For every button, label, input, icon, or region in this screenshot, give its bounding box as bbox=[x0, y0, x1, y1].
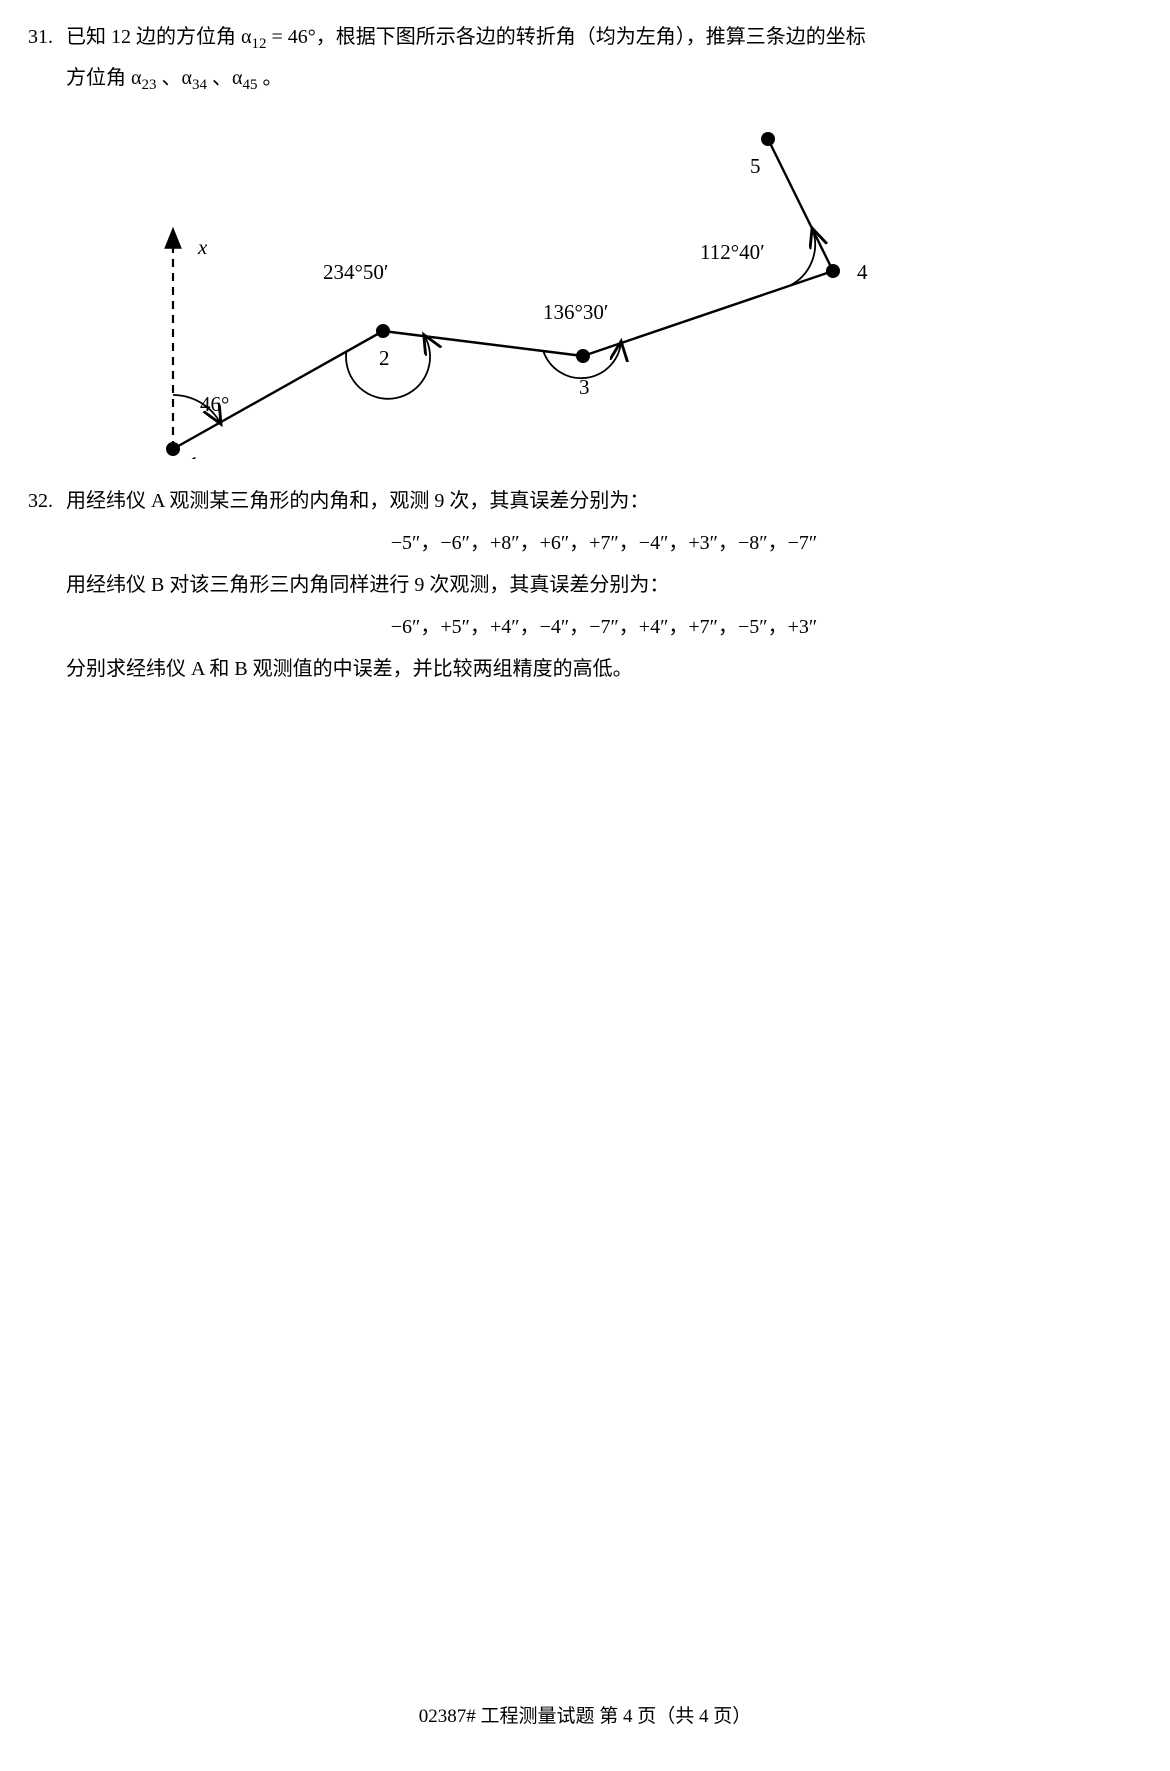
q32-errors-a: −5″，−6″，+8″，+6″，+7″，−4″，+3″，−8″，−7″ bbox=[66, 524, 1142, 562]
q31-l2-b: 、α bbox=[156, 67, 191, 89]
question-32: 32. 用经纬仪 A 观测某三角形的内角和，观测 9 次，其真误差分别为： −5… bbox=[28, 482, 1142, 688]
q32-body: 用经纬仪 A 观测某三角形的内角和，观测 9 次，其真误差分别为： −5″，−6… bbox=[66, 482, 1142, 688]
svg-text:2: 2 bbox=[379, 346, 390, 370]
q31-l2-c: 、α bbox=[207, 67, 242, 89]
question-31: 31. 已知 12 边的方位角 α12 = 46°，根据下图所示各边的转折角（均… bbox=[28, 18, 1142, 99]
svg-text:1: 1 bbox=[189, 452, 200, 459]
svg-text:46°: 46° bbox=[200, 392, 229, 416]
q31-l2-s3: 45 bbox=[242, 77, 257, 93]
svg-text:234°50′: 234°50′ bbox=[323, 260, 389, 284]
svg-text:5: 5 bbox=[750, 154, 761, 178]
page-footer: 02387# 工程测量试题 第 4 页（共 4 页） bbox=[0, 1699, 1170, 1735]
q31-body: 已知 12 边的方位角 α12 = 46°，根据下图所示各边的转折角（均为左角）… bbox=[66, 18, 1142, 99]
q31-l2-d: 。 bbox=[257, 67, 282, 89]
q31-l1-a: 已知 12 边的方位角 α bbox=[66, 26, 251, 48]
q32-number: 32. bbox=[28, 482, 66, 688]
diagram-container: 1 2 3 4 5 x 46° 234°50′ 136°30′ 112°40′ bbox=[108, 109, 1142, 472]
svg-text:4: 4 bbox=[857, 260, 868, 284]
q31-l1-b: = 46°，根据下图所示各边的转折角（均为左角），推算三条边的坐标 bbox=[266, 26, 865, 48]
q31-line1: 已知 12 边的方位角 α12 = 46°，根据下图所示各边的转折角（均为左角）… bbox=[66, 18, 1142, 59]
q31-l1-sub: 12 bbox=[251, 36, 266, 52]
q31-l2-s2: 34 bbox=[192, 77, 207, 93]
q32-line1: 用经纬仪 A 观测某三角形的内角和，观测 9 次，其真误差分别为： bbox=[66, 482, 1142, 520]
svg-text:x: x bbox=[197, 235, 208, 259]
q31-l2-a: 方位角 α bbox=[66, 67, 141, 89]
svg-text:136°30′: 136°30′ bbox=[543, 300, 609, 324]
q31-number: 31. bbox=[28, 18, 66, 99]
svg-text:112°40′: 112°40′ bbox=[700, 240, 765, 264]
q32-line2: 用经纬仪 B 对该三角形三内角同样进行 9 次观测，其真误差分别为： bbox=[66, 566, 1142, 604]
q31-line2: 方位角 α23 、α34 、α45 。 bbox=[66, 59, 1142, 100]
traverse-diagram: 1 2 3 4 5 x 46° 234°50′ 136°30′ 112°40′ bbox=[108, 109, 968, 459]
q31-l2-s1: 23 bbox=[141, 77, 156, 93]
svg-text:3: 3 bbox=[579, 375, 590, 399]
q32-errors-b: −6″，+5″，+4″，−4″，−7″，+4″，+7″，−5″，+3″ bbox=[66, 608, 1142, 646]
q32-line3: 分别求经纬仪 A 和 B 观测值的中误差，并比较两组精度的高低。 bbox=[66, 650, 1142, 688]
